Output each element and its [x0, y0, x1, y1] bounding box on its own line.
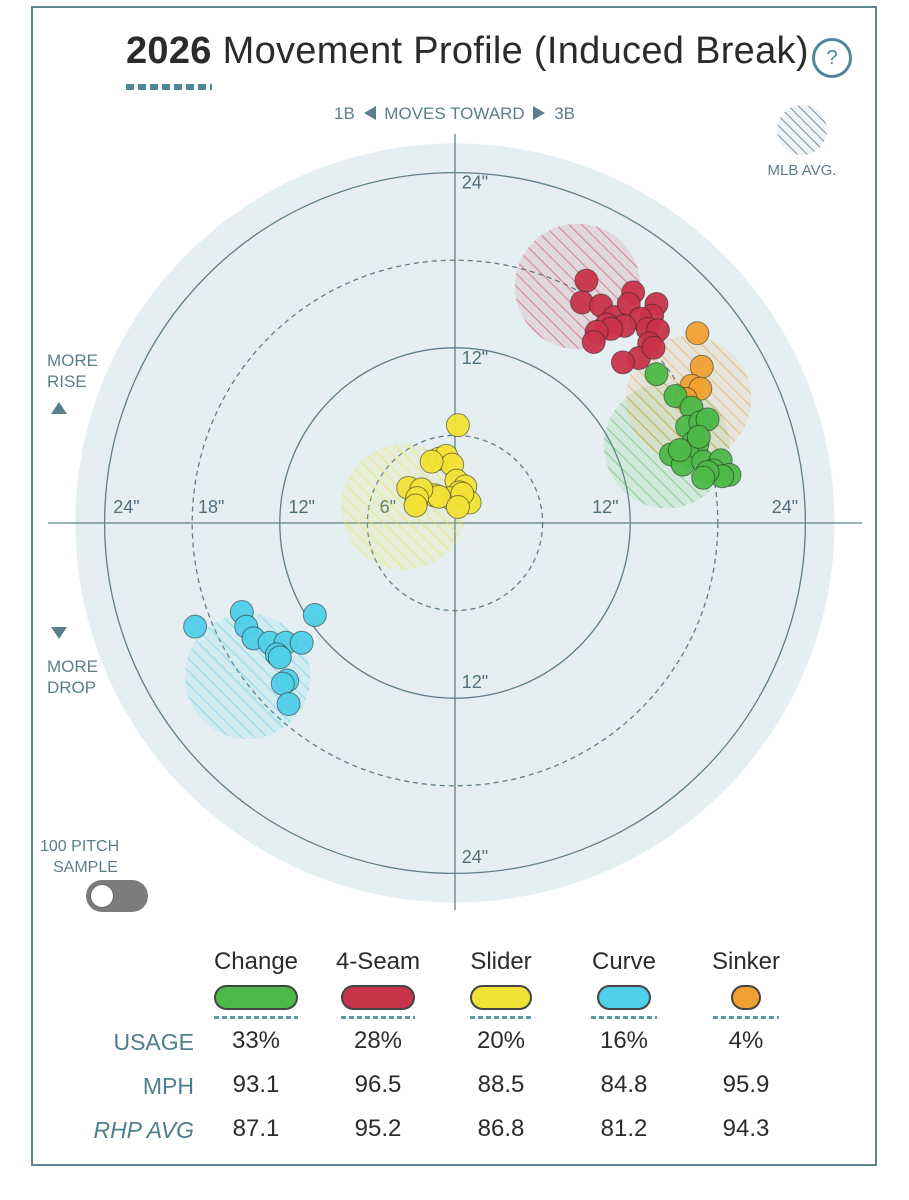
legend-usage: 4% — [728, 1027, 764, 1054]
legend-usage: 20% — [476, 1027, 526, 1054]
tick-label-left-18: 18" — [198, 497, 224, 517]
help-button[interactable]: ? — [812, 38, 852, 78]
series-4-seam — [570, 268, 670, 375]
pitch-point — [644, 362, 669, 387]
more-drop-label: MORE DROP — [47, 656, 98, 698]
direction-left: 1B — [334, 104, 355, 123]
pitch-point — [183, 614, 208, 639]
tick-label-top-12: 12" — [462, 348, 488, 368]
series-change — [644, 362, 742, 490]
tick-label-right-24: 24" — [772, 497, 798, 517]
legend-name: Sinker — [711, 948, 781, 975]
pitch-legend: USAGE MPH RHP AVG Change 33% 93.1 87.1 4… — [0, 945, 909, 1165]
pitch-point — [270, 671, 295, 696]
pitch-point — [686, 424, 711, 449]
legend-divider — [214, 1016, 298, 1019]
legend-mph: 95.9 — [722, 1071, 770, 1098]
legend-divider — [470, 1016, 532, 1019]
pitch-sample-line2: SAMPLE — [53, 859, 118, 876]
legend-name: Slider — [470, 948, 532, 975]
more-rise-line2: RISE — [47, 372, 87, 391]
more-drop-line1: MORE — [47, 657, 98, 676]
rhp-avg-row-label: RHP AVG — [93, 1117, 194, 1143]
more-rise-line1: MORE — [47, 351, 98, 370]
pitch-sample-line1: 100 PITCH — [40, 838, 120, 855]
direction-indicator: 1B MOVES TOWARD 3B — [0, 104, 909, 124]
more-drop-line2: DROP — [47, 678, 97, 697]
arrow-up-icon — [51, 402, 67, 414]
legend-rhp-avg: 95.2 — [354, 1115, 402, 1142]
toggle-knob — [90, 884, 114, 908]
direction-right: 3B — [554, 104, 575, 123]
legend-swatch-curve — [597, 985, 651, 1010]
pitch-point — [685, 321, 710, 346]
triangle-right-icon — [533, 106, 546, 120]
pitch-point — [445, 413, 470, 438]
mlb-avg-label: MLB AVG. — [767, 162, 837, 179]
pitch-point — [445, 494, 470, 519]
legend-divider — [591, 1016, 657, 1019]
legend-swatch-slider — [470, 985, 532, 1010]
legend-rhp-avg: 81.2 — [600, 1115, 648, 1142]
legend-rhp-avg: 94.3 — [722, 1115, 770, 1142]
tick-label-left-24: 24" — [113, 497, 139, 517]
pitch-point — [691, 465, 716, 490]
legend-mph: 93.1 — [232, 1071, 280, 1098]
legend-usage: 16% — [599, 1027, 649, 1054]
pitch-point — [267, 645, 292, 670]
legend-col-sinker[interactable]: Sinker 4% 95.9 94.3 — [686, 945, 806, 1142]
pitch-point — [289, 630, 314, 655]
legend-divider — [341, 1016, 415, 1019]
pitch-point — [276, 692, 301, 717]
legend-col-slider[interactable]: Slider 20% 88.5 86.8 — [441, 945, 561, 1142]
more-rise-label: MORE RISE — [47, 350, 98, 392]
series-slider — [396, 413, 482, 519]
pitch-point — [302, 602, 327, 627]
pitch-sample-label: 100 PITCH SAMPLE — [40, 836, 140, 878]
legend-mph: 84.8 — [600, 1071, 648, 1098]
legend-usage: 28% — [353, 1027, 403, 1054]
legend-col-change[interactable]: Change 33% 93.1 87.1 — [196, 945, 316, 1142]
legend-name: Change — [213, 948, 299, 975]
triangle-left-icon — [363, 106, 376, 120]
legend-name: Curve — [591, 948, 657, 975]
pitch-sample-toggle[interactable] — [86, 880, 148, 912]
tick-label-bottom-12: 12" — [462, 672, 488, 692]
series-curve — [183, 600, 327, 717]
direction-middle: MOVES TOWARD — [384, 104, 525, 123]
tick-label-top-24: 24" — [462, 173, 488, 193]
pitch-point — [610, 350, 635, 375]
legend-usage: 33% — [231, 1027, 281, 1054]
mlb-avg-key-icon — [777, 105, 827, 155]
legend-name: 4-Seam — [335, 948, 421, 975]
pitch-point — [581, 329, 606, 354]
tick-label-right-12: 12" — [592, 497, 618, 517]
legend-swatch-sinker — [731, 985, 761, 1010]
title-underline — [126, 84, 212, 90]
title-year: 2026 — [126, 30, 212, 72]
legend-col-curve[interactable]: Curve 16% 84.8 81.2 — [564, 945, 684, 1142]
pitch-point — [574, 268, 599, 293]
legend-mph: 88.5 — [477, 1071, 525, 1098]
title-text: Movement Profile (Induced Break) — [222, 30, 809, 72]
legend-divider — [713, 1016, 779, 1019]
tick-label-left-12: 12" — [288, 497, 314, 517]
usage-row-label: USAGE — [113, 1029, 194, 1055]
pitch-point — [667, 438, 692, 462]
legend-col-4-seam[interactable]: 4-Seam 28% 96.5 95.2 — [318, 945, 438, 1142]
legend-swatch-change — [214, 985, 298, 1010]
pitch-point — [419, 449, 444, 474]
tick-label-bottom-24: 24" — [462, 847, 488, 867]
arrow-down-icon — [51, 627, 67, 639]
pitch-point — [641, 335, 666, 360]
help-label: ? — [826, 46, 838, 69]
legend-swatch-4-seam — [341, 985, 415, 1010]
pitch-point — [403, 493, 428, 518]
legend-rhp-avg: 86.8 — [477, 1115, 525, 1142]
chart-title: 2026 Movement Profile (Induced Break) — [126, 30, 809, 73]
legend-rhp-avg: 87.1 — [232, 1115, 280, 1142]
legend-mph: 96.5 — [354, 1071, 402, 1098]
mph-row-label: MPH — [142, 1073, 194, 1099]
